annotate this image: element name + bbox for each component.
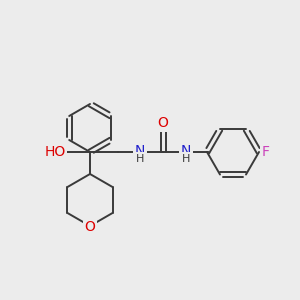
Text: F: F	[262, 145, 270, 159]
Text: N: N	[181, 144, 191, 158]
Text: H: H	[136, 154, 144, 164]
Text: O: O	[158, 116, 168, 130]
Text: H: H	[182, 154, 190, 164]
Text: HO: HO	[44, 145, 66, 159]
Text: N: N	[135, 144, 145, 158]
Text: O: O	[85, 220, 95, 234]
